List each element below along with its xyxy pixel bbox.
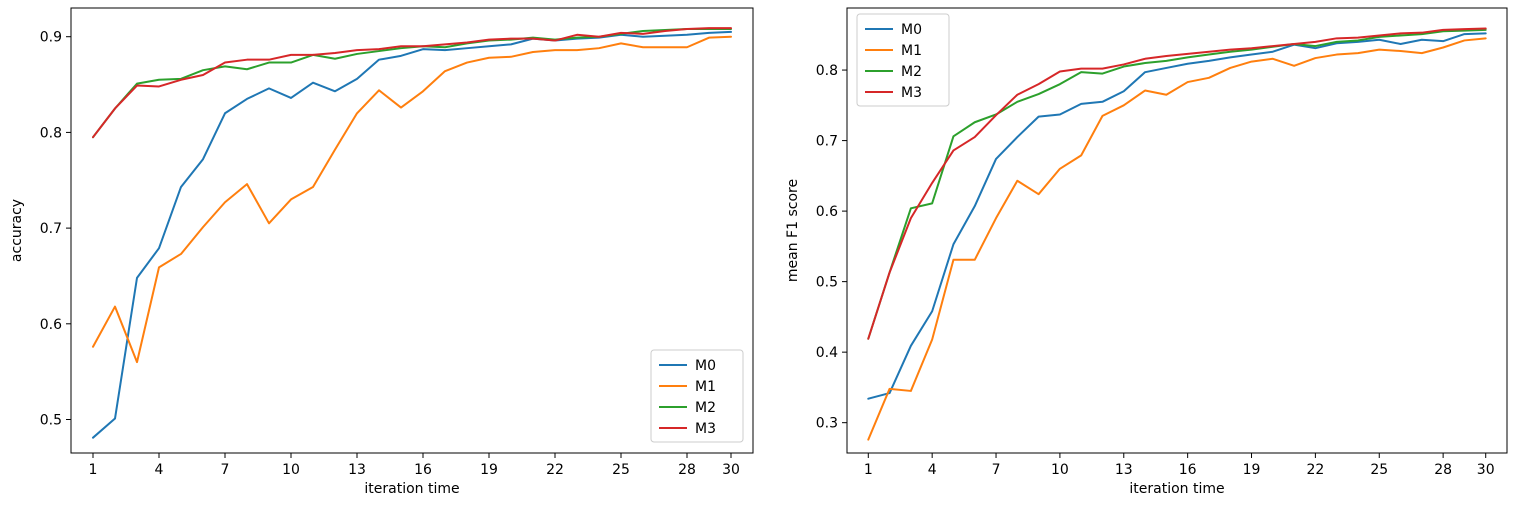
x-tick-label: 16 [1179, 462, 1197, 478]
y-tick-label: 0.9 [40, 30, 62, 46]
x-tick-label: 4 [155, 462, 164, 478]
y-tick-label: 0.3 [816, 416, 838, 432]
x-tick-label: 22 [546, 462, 564, 478]
y-tick-label: 0.7 [816, 134, 838, 150]
series-line-m1 [867, 37, 1487, 441]
legend: M0 M1 M2 M3 [650, 349, 744, 443]
y-tick-label: 0.6 [40, 317, 62, 333]
x-axis-label: iteration time [1129, 481, 1224, 497]
x-tick-label: 25 [612, 462, 630, 478]
legend-box [856, 13, 950, 107]
x-tick-label: 19 [480, 462, 498, 478]
legend-box [650, 349, 744, 443]
legend-label-m2: M2 [901, 64, 922, 80]
series-line-m0 [867, 32, 1487, 400]
y-axis-label: mean F1 score [785, 179, 801, 282]
x-tick-label: 25 [1370, 462, 1388, 478]
x-tick-label: 19 [1243, 462, 1261, 478]
x-tick-label: 28 [678, 462, 696, 478]
series-line-m3 [92, 27, 732, 139]
legend-label-m0: M0 [695, 358, 716, 374]
legend-label-m3: M3 [901, 85, 922, 101]
legend-label-m1: M1 [901, 43, 922, 59]
y-tick-label: 0.8 [816, 63, 838, 79]
y-tick-label: 0.5 [816, 275, 838, 291]
x-tick-label: 30 [722, 462, 740, 478]
x-tick-label: 10 [282, 462, 300, 478]
plot-frame [846, 7, 1508, 454]
y-tick-label: 0.6 [816, 204, 838, 220]
series-line-m1 [92, 35, 732, 364]
legend-label-m3: M3 [695, 421, 716, 437]
x-tick-label: 28 [1434, 462, 1452, 478]
x-tick-label: 10 [1051, 462, 1069, 478]
legend-label-m0: M0 [901, 22, 922, 38]
x-tick-label: 1 [89, 462, 98, 478]
x-tick-label: 13 [348, 462, 366, 478]
y-tick-label: 0.5 [40, 413, 62, 429]
legend-label-m1: M1 [695, 379, 716, 395]
series-line-m3 [867, 27, 1487, 340]
x-tick-label: 13 [1115, 462, 1133, 478]
accuracy-chart: 1 4 7 10 13 16 19 22 25 28 30 0.5 0.6 0.7 0.8 0.9 iterat… [9, 7, 754, 497]
series-line-m0 [92, 30, 732, 439]
y-axis-label: accuracy [9, 199, 25, 262]
x-tick-label: 22 [1306, 462, 1324, 478]
y-tick-label: 0.8 [40, 125, 62, 141]
x-tick-label: 4 [928, 462, 937, 478]
series-line-m2 [867, 28, 1487, 340]
x-tick-label: 1 [864, 462, 873, 478]
legend: M0 M1 M2 M3 [856, 13, 950, 107]
x-tick-label: 7 [992, 462, 1001, 478]
y-tick-label: 0.4 [816, 345, 838, 361]
legend-label-m2: M2 [695, 400, 716, 416]
x-axis-label: iteration time [364, 481, 459, 497]
x-tick-label: 30 [1477, 462, 1495, 478]
y-tick-label: 0.7 [40, 221, 62, 237]
f1-score-chart: 1 4 7 10 13 16 19 22 25 28 30 0.3 0.4 0.5 0.6 0.7 0.8 ite… [785, 7, 1508, 497]
x-tick-label: 16 [414, 462, 432, 478]
plot-frame [70, 7, 754, 454]
x-tick-label: 7 [221, 462, 230, 478]
